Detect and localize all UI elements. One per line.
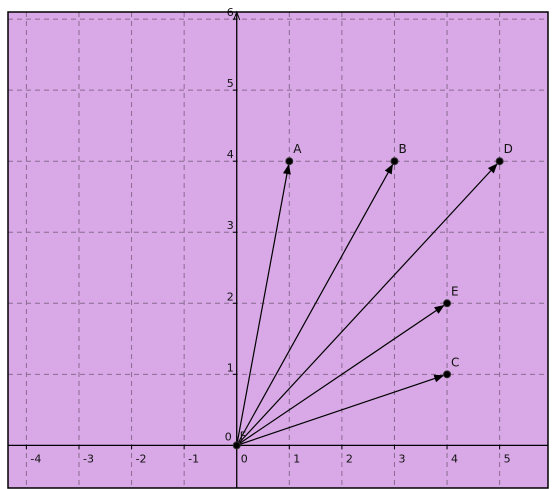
y-tick-label: 2 [227,290,234,303]
x-tick-label: 3 [398,452,405,465]
y-tick-label: 0 [225,430,232,443]
point-origin [232,441,241,450]
y-tick-label: 5 [227,77,234,90]
vector-b [236,163,394,446]
y-tick-label: 1 [227,361,234,374]
vector-d [236,163,498,446]
origin-label: F [240,429,246,442]
x-tick-label: 1 [293,452,300,465]
plot-frame [7,11,549,489]
vector-a [236,164,291,446]
vector-c [236,374,445,446]
point-label-e: E [451,284,459,298]
point-b [390,157,399,166]
x-tick-label: 5 [504,452,511,465]
point-label-b: B [398,142,406,156]
point-c [443,370,452,379]
point-label-d: D [504,142,513,156]
point-d [495,157,504,166]
x-tick-label: 4 [451,452,458,465]
x-tick-label: 2 [346,452,353,465]
x-tick-label: -1 [188,452,199,465]
x-tick-label: -2 [136,452,147,465]
x-tick-label: 0 [241,452,248,465]
vector-e [236,304,445,446]
y-tick-label: 3 [227,219,234,232]
y-tick-label: 4 [227,148,234,161]
point-a [285,157,294,166]
x-tick-label: -4 [30,452,41,465]
point-e [443,299,452,308]
vectors: A B D E C F [232,142,513,450]
x-tick-label: -3 [83,452,94,465]
point-label-a: A [293,142,302,156]
point-label-c: C [451,355,459,369]
grid [8,12,548,488]
plot-background [8,12,548,488]
